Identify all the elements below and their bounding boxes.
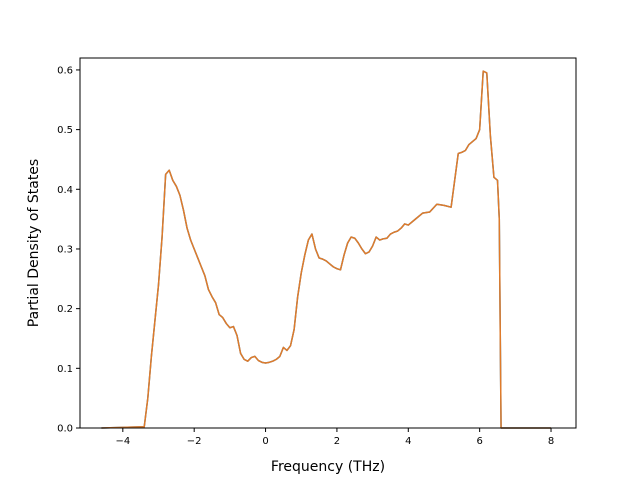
y-axis-label: Partial Density of States [26, 159, 42, 327]
x-axis-label: Frequency (THz) [271, 459, 385, 475]
y-tick-label: 0.4 [57, 185, 73, 196]
y-tick-label: 0.3 [57, 244, 73, 255]
x-tick-label: −2 [187, 436, 202, 447]
series-lines [101, 70, 552, 429]
y-tick-label: 0.6 [57, 65, 73, 76]
y-tick-label: 0.5 [57, 125, 73, 136]
series-line-2 [101, 70, 552, 429]
x-tick-label: 0 [262, 436, 268, 447]
x-tick-label: −4 [115, 436, 130, 447]
y-tick-label: 0.1 [57, 364, 73, 375]
y-axis-ticks: 0.0 0.1 0.2 0.3 0.4 0.5 0.6 [57, 65, 80, 435]
y-tick-label: 0.0 [57, 424, 73, 435]
y-tick-label: 0.2 [57, 304, 73, 315]
x-tick-label: 2 [334, 436, 340, 447]
x-axis-ticks: −4 −2 0 2 4 6 8 [115, 428, 554, 447]
x-tick-label: 6 [476, 436, 482, 447]
x-tick-label: 8 [548, 436, 554, 447]
x-tick-label: 4 [405, 436, 411, 447]
series-line-1 [101, 70, 552, 429]
plot-frame [79, 57, 577, 429]
